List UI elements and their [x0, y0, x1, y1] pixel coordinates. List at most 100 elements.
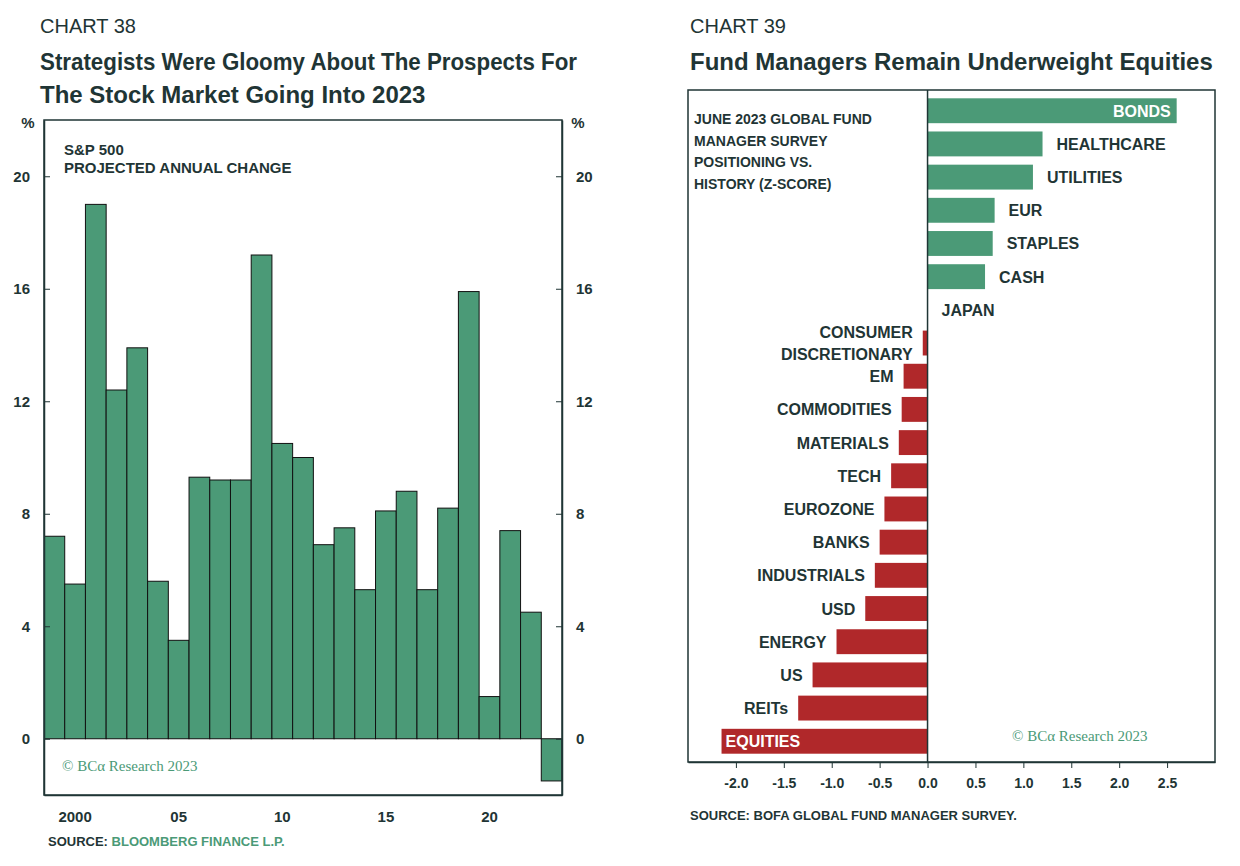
tick-label: 4	[576, 618, 585, 635]
bar	[541, 739, 562, 781]
category-label-line: JAPAN	[942, 302, 995, 319]
tick: -0.5	[868, 762, 892, 791]
source: SOURCE: BOFA GLOBAL FUND MANAGER SURVEY.	[690, 808, 1017, 823]
tick-label: 10	[274, 808, 291, 825]
annotation: POSITIONING VS.	[694, 154, 812, 170]
tick: 4	[22, 618, 50, 635]
source-label: SOURCE:	[48, 834, 108, 849]
source-text: BLOOMBERG FINANCE L.P.	[108, 834, 285, 849]
tick-mark	[784, 762, 785, 768]
bar	[904, 364, 928, 389]
tick-mark	[44, 289, 50, 290]
category-label-line: REITs	[744, 700, 788, 717]
tick: 0	[556, 730, 584, 747]
annotation: S&P 500	[64, 141, 124, 158]
tick-label: -1.0	[820, 775, 844, 791]
category-label-line: BANKS	[813, 534, 870, 551]
bar	[928, 231, 993, 256]
category-label-line: US	[780, 667, 803, 684]
category-label: EUROZONE	[784, 501, 875, 518]
category-label: HEALTHCARE	[1057, 136, 1166, 153]
y-unit: %	[571, 114, 584, 131]
tick: 1.5	[1062, 762, 1082, 791]
category-label-line: TECH	[838, 468, 882, 485]
tick-label: 05	[170, 808, 187, 825]
tick: 2000	[58, 795, 91, 825]
tick: 20	[13, 168, 50, 185]
annotation: JUNE 2023 GLOBAL FUND	[694, 111, 872, 127]
category-label: EQUITIES	[726, 733, 801, 750]
bars	[44, 204, 562, 781]
tick: 8	[556, 505, 584, 522]
bar	[891, 463, 927, 488]
tick-mark	[556, 401, 562, 402]
tick-mark	[1023, 762, 1024, 768]
zero-line	[927, 90, 929, 762]
bar	[106, 390, 127, 739]
tick-mark	[736, 762, 737, 768]
source: SOURCE: BLOOMBERG FINANCE L.P.	[48, 834, 285, 849]
tick-mark	[1119, 762, 1120, 768]
bar	[438, 508, 459, 739]
bar	[272, 443, 293, 738]
tick: -1.5	[772, 762, 796, 791]
bar	[902, 397, 928, 422]
tick-label: 16	[13, 280, 30, 297]
category-label-line: DISCRETIONARY	[781, 346, 913, 363]
tick-label: 12	[576, 393, 593, 410]
tick: 16	[556, 280, 593, 297]
source-label: SOURCE:	[690, 808, 750, 823]
category-label-line: USD	[821, 601, 855, 618]
bar	[798, 696, 927, 721]
bar	[875, 563, 928, 588]
tick: 2.0	[1110, 762, 1130, 791]
tick: 8	[22, 505, 50, 522]
category-label: UTILITIES	[1047, 169, 1123, 186]
category-label-line: EUR	[1009, 202, 1043, 219]
tick-label: 4	[22, 618, 31, 635]
category-label: US	[780, 667, 803, 684]
category-label-line: COMMODITIES	[777, 401, 892, 418]
bar	[813, 662, 928, 687]
category-label-line: EQUITIES	[726, 733, 801, 750]
category-label: USD	[821, 601, 855, 618]
bar	[880, 530, 928, 555]
tick: 12	[556, 393, 593, 410]
bar	[44, 536, 65, 739]
category-label: MATERIALS	[797, 435, 889, 452]
tick-mark	[832, 762, 833, 768]
category-label: ENERGY	[759, 634, 827, 651]
tick-label: -0.5	[868, 775, 892, 791]
category-label: JAPAN	[942, 302, 995, 319]
category-label: INDUSTRIALS	[757, 567, 865, 584]
tick-label: -2.0	[724, 775, 748, 791]
tick: 0	[22, 730, 50, 747]
x-axis: -2.0-1.5-1.0-0.50.00.51.01.52.02.5	[689, 762, 1216, 791]
canvas: CHART 38Strategists Were Gloomy About Th…	[0, 0, 1240, 866]
category-label: STAPLES	[1007, 235, 1080, 252]
tick-label: 2.5	[1158, 775, 1178, 791]
axis-line	[45, 795, 563, 797]
bar	[85, 204, 106, 738]
title: The Stock Market Going Into 2023	[40, 81, 425, 108]
tick-mark	[1071, 762, 1072, 768]
annotation: HISTORY (Z-SCORE)	[694, 176, 831, 192]
tick: 20	[481, 795, 498, 825]
bar	[479, 697, 500, 739]
axis-line	[44, 121, 46, 796]
bar	[293, 458, 314, 739]
tick-mark	[44, 176, 50, 177]
plot-frame	[44, 120, 562, 795]
bar	[928, 165, 1033, 190]
tick-label: 0	[22, 730, 30, 747]
annotation: PROJECTED ANNUAL CHANGE	[64, 159, 292, 176]
tick-label: 1.0	[1014, 775, 1034, 791]
category-label-line: STAPLES	[1007, 235, 1080, 252]
tick-mark	[44, 626, 50, 627]
category-label-line: INDUSTRIALS	[757, 567, 865, 584]
category-label: TECH	[838, 468, 882, 485]
category-label-line: CONSUMER	[819, 324, 913, 341]
bar	[189, 477, 210, 739]
tick-mark	[556, 626, 562, 627]
bar	[837, 629, 928, 654]
